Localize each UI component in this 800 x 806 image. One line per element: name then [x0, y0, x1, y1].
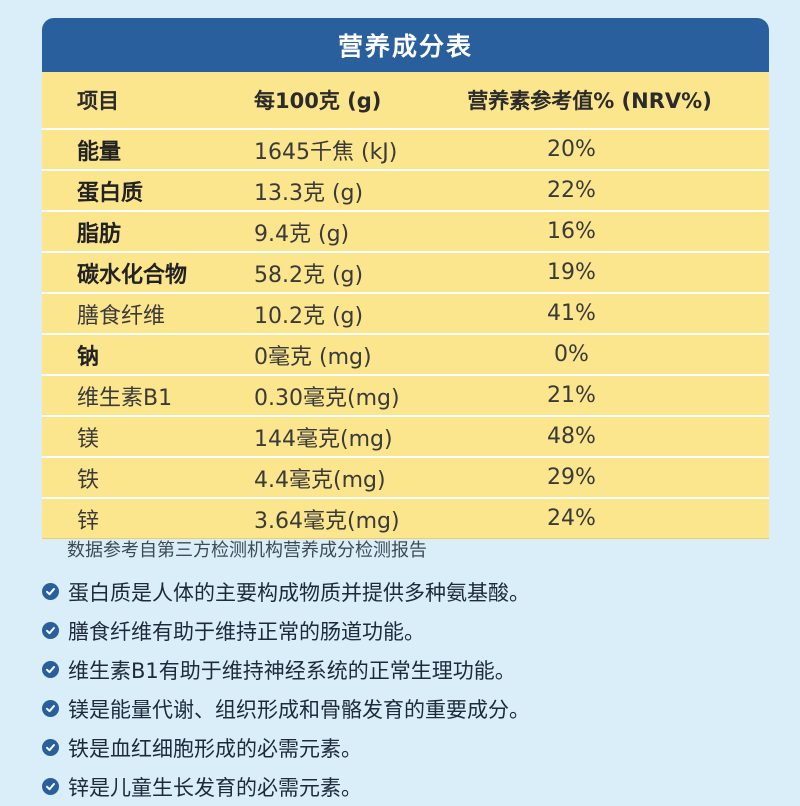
nutrient-name: 膳食纤维 [77, 303, 166, 329]
check-circle-icon [42, 778, 59, 795]
table-row: 膳食纤维 10.2克 (g) 41% [42, 294, 769, 335]
nutrient-name: 蛋白质 [77, 180, 144, 206]
nutrient-nrv: 16% [547, 219, 596, 244]
nutrient-nrv: 48% [547, 424, 596, 449]
nutrient-name: 镁 [77, 426, 100, 452]
check-circle-icon [42, 739, 59, 756]
nutrient-amount: 144毫克(mg) [254, 426, 393, 452]
nutrient-nrv: 29% [547, 465, 596, 490]
table-row: 镁 144毫克(mg) 48% [42, 417, 769, 458]
nutrient-nrv: 22% [547, 178, 596, 203]
nutrition-table: 项目 每100克 (g) 营养素参考值% (NRV%) 能量 1645千焦 (kJ… [42, 72, 769, 539]
table-row: 蛋白质 13.3克 (g) 22% [42, 171, 769, 212]
table-header-row: 项目 每100克 (g) 营养素参考值% (NRV%) [42, 72, 769, 130]
benefit-text: 膳食纤维有助于维持正常的肠道功能。 [68, 619, 425, 644]
benefit-item: 膳食纤维有助于维持正常的肠道功能。 [42, 611, 530, 650]
nutrient-amount: 4.4毫克(mg) [254, 467, 386, 493]
nutrient-nrv: 41% [547, 301, 596, 326]
check-circle-icon [42, 661, 59, 678]
nutrient-name: 钠 [77, 344, 100, 370]
benefit-text: 蛋白质是人体的主要构成物质并提供多种氨基酸。 [68, 580, 530, 605]
check-circle-icon [42, 700, 59, 717]
nutrient-amount: 10.2克 (g) [254, 303, 364, 329]
nutrient-nrv: 0% [554, 342, 589, 367]
nutrient-amount: 0毫克 (mg) [254, 344, 372, 370]
nutrient-name: 脂肪 [77, 221, 122, 247]
nutrient-name: 铁 [77, 467, 100, 493]
nutrient-name: 碳水化合物 [77, 262, 188, 288]
column-header-nrv: 营养素参考值% (NRV%) [467, 89, 712, 113]
table-row: 维生素B1 0.30毫克(mg) 21% [42, 376, 769, 417]
benefit-text: 铁是血红细胞形成的必需元素。 [68, 736, 362, 761]
table-title: 营养成分表 [42, 18, 769, 72]
nutrient-nrv: 24% [547, 506, 596, 531]
nutrient-nrv: 20% [547, 137, 596, 162]
nutrient-amount: 13.3克 (g) [254, 180, 364, 206]
table-row: 脂肪 9.4克 (g) 16% [42, 212, 769, 253]
check-circle-icon [42, 622, 59, 639]
nutrient-amount: 3.64毫克(mg) [254, 508, 400, 534]
nutrient-amount: 0.30毫克(mg) [254, 385, 400, 411]
benefit-item: 铁是血红细胞形成的必需元素。 [42, 728, 530, 767]
nutrient-nrv: 21% [547, 383, 596, 408]
nutrition-panel: 营养成分表 项目 每100克 (g) 营养素参考值% (NRV%) 能量 1645… [42, 18, 769, 539]
benefit-item: 维生素B1有助于维持神经系统的正常生理功能。 [42, 650, 530, 689]
benefit-text: 锌是儿童生长发育的必需元素。 [68, 775, 362, 800]
nutrient-nrv: 19% [547, 260, 596, 285]
data-source-note: 数据参考自第三方检测机构营养成分检测报告 [67, 540, 427, 561]
table-row: 锌 3.64毫克(mg) 24% [42, 499, 769, 538]
benefit-text: 维生素B1有助于维持神经系统的正常生理功能。 [68, 658, 516, 683]
nutrient-name: 锌 [77, 508, 100, 534]
benefit-item: 蛋白质是人体的主要构成物质并提供多种氨基酸。 [42, 572, 530, 611]
check-circle-icon [42, 583, 59, 600]
column-header-amount: 每100克 (g) [254, 89, 382, 113]
benefit-item: 锌是儿童生长发育的必需元素。 [42, 767, 530, 806]
nutrient-name: 维生素B1 [77, 385, 173, 411]
benefit-list: 蛋白质是人体的主要构成物质并提供多种氨基酸。 膳食纤维有助于维持正常的肠道功能。维… [42, 572, 530, 806]
nutrient-amount: 9.4克 (g) [254, 221, 350, 247]
table-row: 能量 1645千焦 (kJ) 20% [42, 130, 769, 171]
benefit-item: 镁是能量代谢、组织形成和骨骼发育的重要成分。 [42, 689, 530, 728]
nutrient-amount: 58.2克 (g) [254, 262, 364, 288]
table-row: 钠 0毫克 (mg) 0% [42, 335, 769, 376]
column-header-item: 项目 [77, 89, 119, 113]
benefit-text: 镁是能量代谢、组织形成和骨骼发育的重要成分。 [68, 697, 530, 722]
nutrient-name: 能量 [77, 139, 122, 165]
table-row: 碳水化合物 58.2克 (g) 19% [42, 253, 769, 294]
nutrient-amount: 1645千焦 (kJ) [254, 139, 398, 165]
table-row: 铁 4.4毫克(mg) 29% [42, 458, 769, 499]
